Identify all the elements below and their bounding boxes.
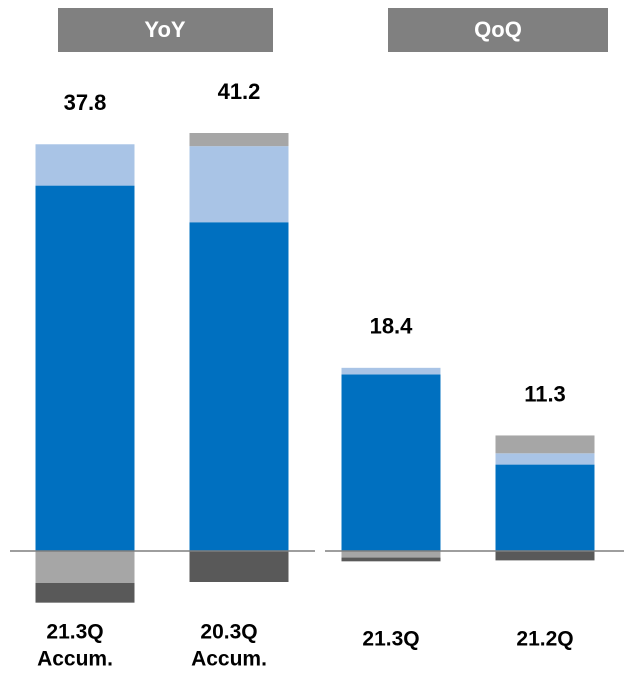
bar-segment	[341, 374, 441, 551]
bar-segment	[341, 367, 441, 375]
x-tick-label: Accum.	[191, 648, 267, 671]
bar-segment	[189, 133, 289, 147]
x-tick-label: 21.3Q	[362, 628, 419, 651]
bar-segment	[35, 144, 135, 186]
bar-segment	[495, 453, 595, 465]
total-label: 11.3	[524, 381, 566, 406]
bar-segment	[189, 551, 289, 582]
bar-segment	[35, 582, 135, 603]
total-label: 41.2	[218, 79, 261, 104]
x-tick-label: 20.3Q	[200, 621, 257, 644]
bar-segment	[495, 551, 595, 561]
bar-segment	[495, 435, 595, 454]
panel-title: YoY	[144, 17, 185, 42]
total-label: 37.8	[64, 90, 107, 115]
panel-header	[58, 8, 273, 52]
bar-segment	[341, 551, 441, 558]
bar-segment	[189, 146, 289, 223]
x-tick-label: Accum.	[37, 648, 113, 671]
bar-segment	[35, 551, 135, 583]
total-label: 18.4	[370, 314, 414, 339]
x-tick-label: 21.3Q	[46, 621, 103, 644]
bar-segment	[189, 222, 289, 551]
panel-header	[388, 8, 608, 52]
bar-segment	[341, 557, 441, 562]
bar-segment	[495, 464, 595, 551]
x-tick-label: 21.2Q	[516, 628, 573, 651]
panel-title: QoQ	[474, 17, 522, 42]
bar-segment	[35, 185, 135, 552]
